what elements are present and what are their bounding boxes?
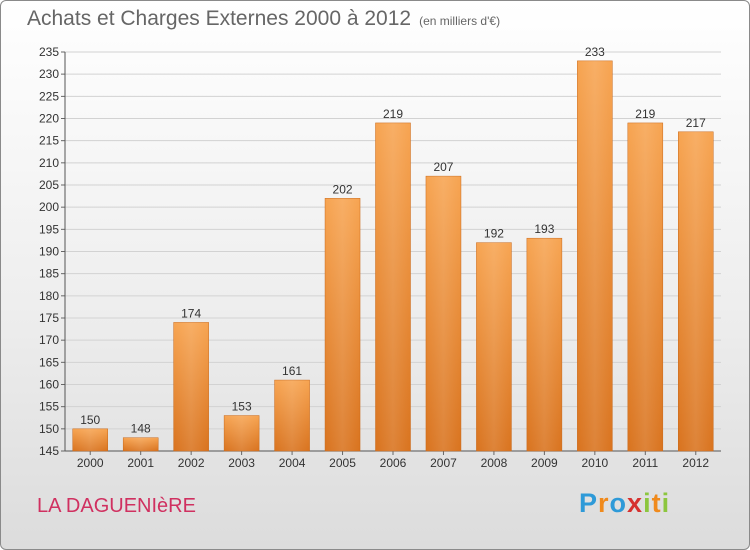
bar-highlight xyxy=(173,322,209,451)
x-tick-label: 2004 xyxy=(279,456,306,470)
data-label: 233 xyxy=(585,45,605,59)
data-label: 207 xyxy=(433,160,453,174)
y-tick-label: 170 xyxy=(39,333,59,347)
y-tick-label: 155 xyxy=(39,400,59,414)
y-tick-label: 200 xyxy=(39,200,59,214)
x-tick-label: 2002 xyxy=(178,456,205,470)
data-label: 150 xyxy=(80,413,100,427)
bar-highlight xyxy=(224,415,260,451)
data-label: 153 xyxy=(232,400,252,414)
x-tick-label: 2007 xyxy=(430,456,457,470)
logo-letter: x xyxy=(627,488,644,518)
logo-letter: t xyxy=(651,488,662,518)
bar-highlight xyxy=(425,176,461,451)
y-tick-label: 220 xyxy=(39,112,59,126)
x-tick-label: 2012 xyxy=(682,456,709,470)
bar-highlight xyxy=(325,198,361,451)
data-label: 219 xyxy=(383,107,403,121)
bar-highlight xyxy=(627,122,663,451)
proxiti-logo: Proxiti xyxy=(579,488,670,519)
data-labels: 150 148 174 153 161 202 219 207 192 193 233 219 217 xyxy=(80,45,706,436)
y-tick-label: 205 xyxy=(39,178,59,192)
y-tick-label: 230 xyxy=(39,67,59,81)
chart-subtitle: (en milliers d'€) xyxy=(419,14,501,28)
y-tick-label: 185 xyxy=(39,267,59,281)
data-label: 219 xyxy=(635,107,655,121)
x-tick-label: 2006 xyxy=(380,456,407,470)
y-tick-label: 190 xyxy=(39,245,59,259)
y-tick-label: 215 xyxy=(39,134,59,148)
chart-title: Achats et Charges Externes 2000 à 2012 xyxy=(27,7,412,30)
y-tick-label: 165 xyxy=(39,355,59,369)
logo-letter: r xyxy=(598,488,610,518)
data-label: 193 xyxy=(534,222,554,236)
bar-highlight xyxy=(476,242,512,451)
y-tick-label: 210 xyxy=(39,156,59,170)
x-tick-label: 2005 xyxy=(329,456,356,470)
data-label: 161 xyxy=(282,364,302,378)
logo-letter: P xyxy=(579,488,599,518)
y-tick-label: 150 xyxy=(39,422,59,436)
data-label: 174 xyxy=(181,306,201,320)
x-tick-label: 2001 xyxy=(127,456,154,470)
data-label: 217 xyxy=(686,116,706,130)
y-tick-label: 235 xyxy=(39,45,59,59)
x-tick-label: 2009 xyxy=(531,456,558,470)
bar-highlight xyxy=(274,380,310,451)
data-label: 192 xyxy=(484,227,504,241)
x-tick-label: 2000 xyxy=(77,456,104,470)
logo-letter: o xyxy=(609,488,628,518)
y-tick-label: 195 xyxy=(39,222,59,236)
logo-letter: i xyxy=(661,488,671,518)
bars xyxy=(72,60,714,452)
title-line: Achats et Charges Externes 2000 à 2012 (e… xyxy=(27,7,500,31)
y-tick-label: 160 xyxy=(39,378,59,392)
commune-name: LA DAGUENIèRE xyxy=(37,495,196,517)
bar-highlight xyxy=(72,428,108,451)
bar-highlight xyxy=(678,131,714,452)
bar-highlight xyxy=(526,238,562,451)
y-tick-label: 145 xyxy=(39,444,59,458)
x-tick-label: 2010 xyxy=(581,456,608,470)
data-label: 202 xyxy=(333,182,353,196)
bar-highlight xyxy=(577,60,613,451)
logo-letter: i xyxy=(643,488,652,518)
y-tick-label: 180 xyxy=(39,289,59,303)
x-tick-label: 2011 xyxy=(632,456,658,470)
y-tick-label: 225 xyxy=(39,89,59,103)
x-tick-label: 2003 xyxy=(228,456,255,470)
y-tick-label: 175 xyxy=(39,311,59,325)
data-label: 148 xyxy=(131,422,151,436)
x-tick-label: 2008 xyxy=(481,456,508,470)
bar-highlight xyxy=(123,437,159,451)
bar-highlight xyxy=(375,122,411,451)
